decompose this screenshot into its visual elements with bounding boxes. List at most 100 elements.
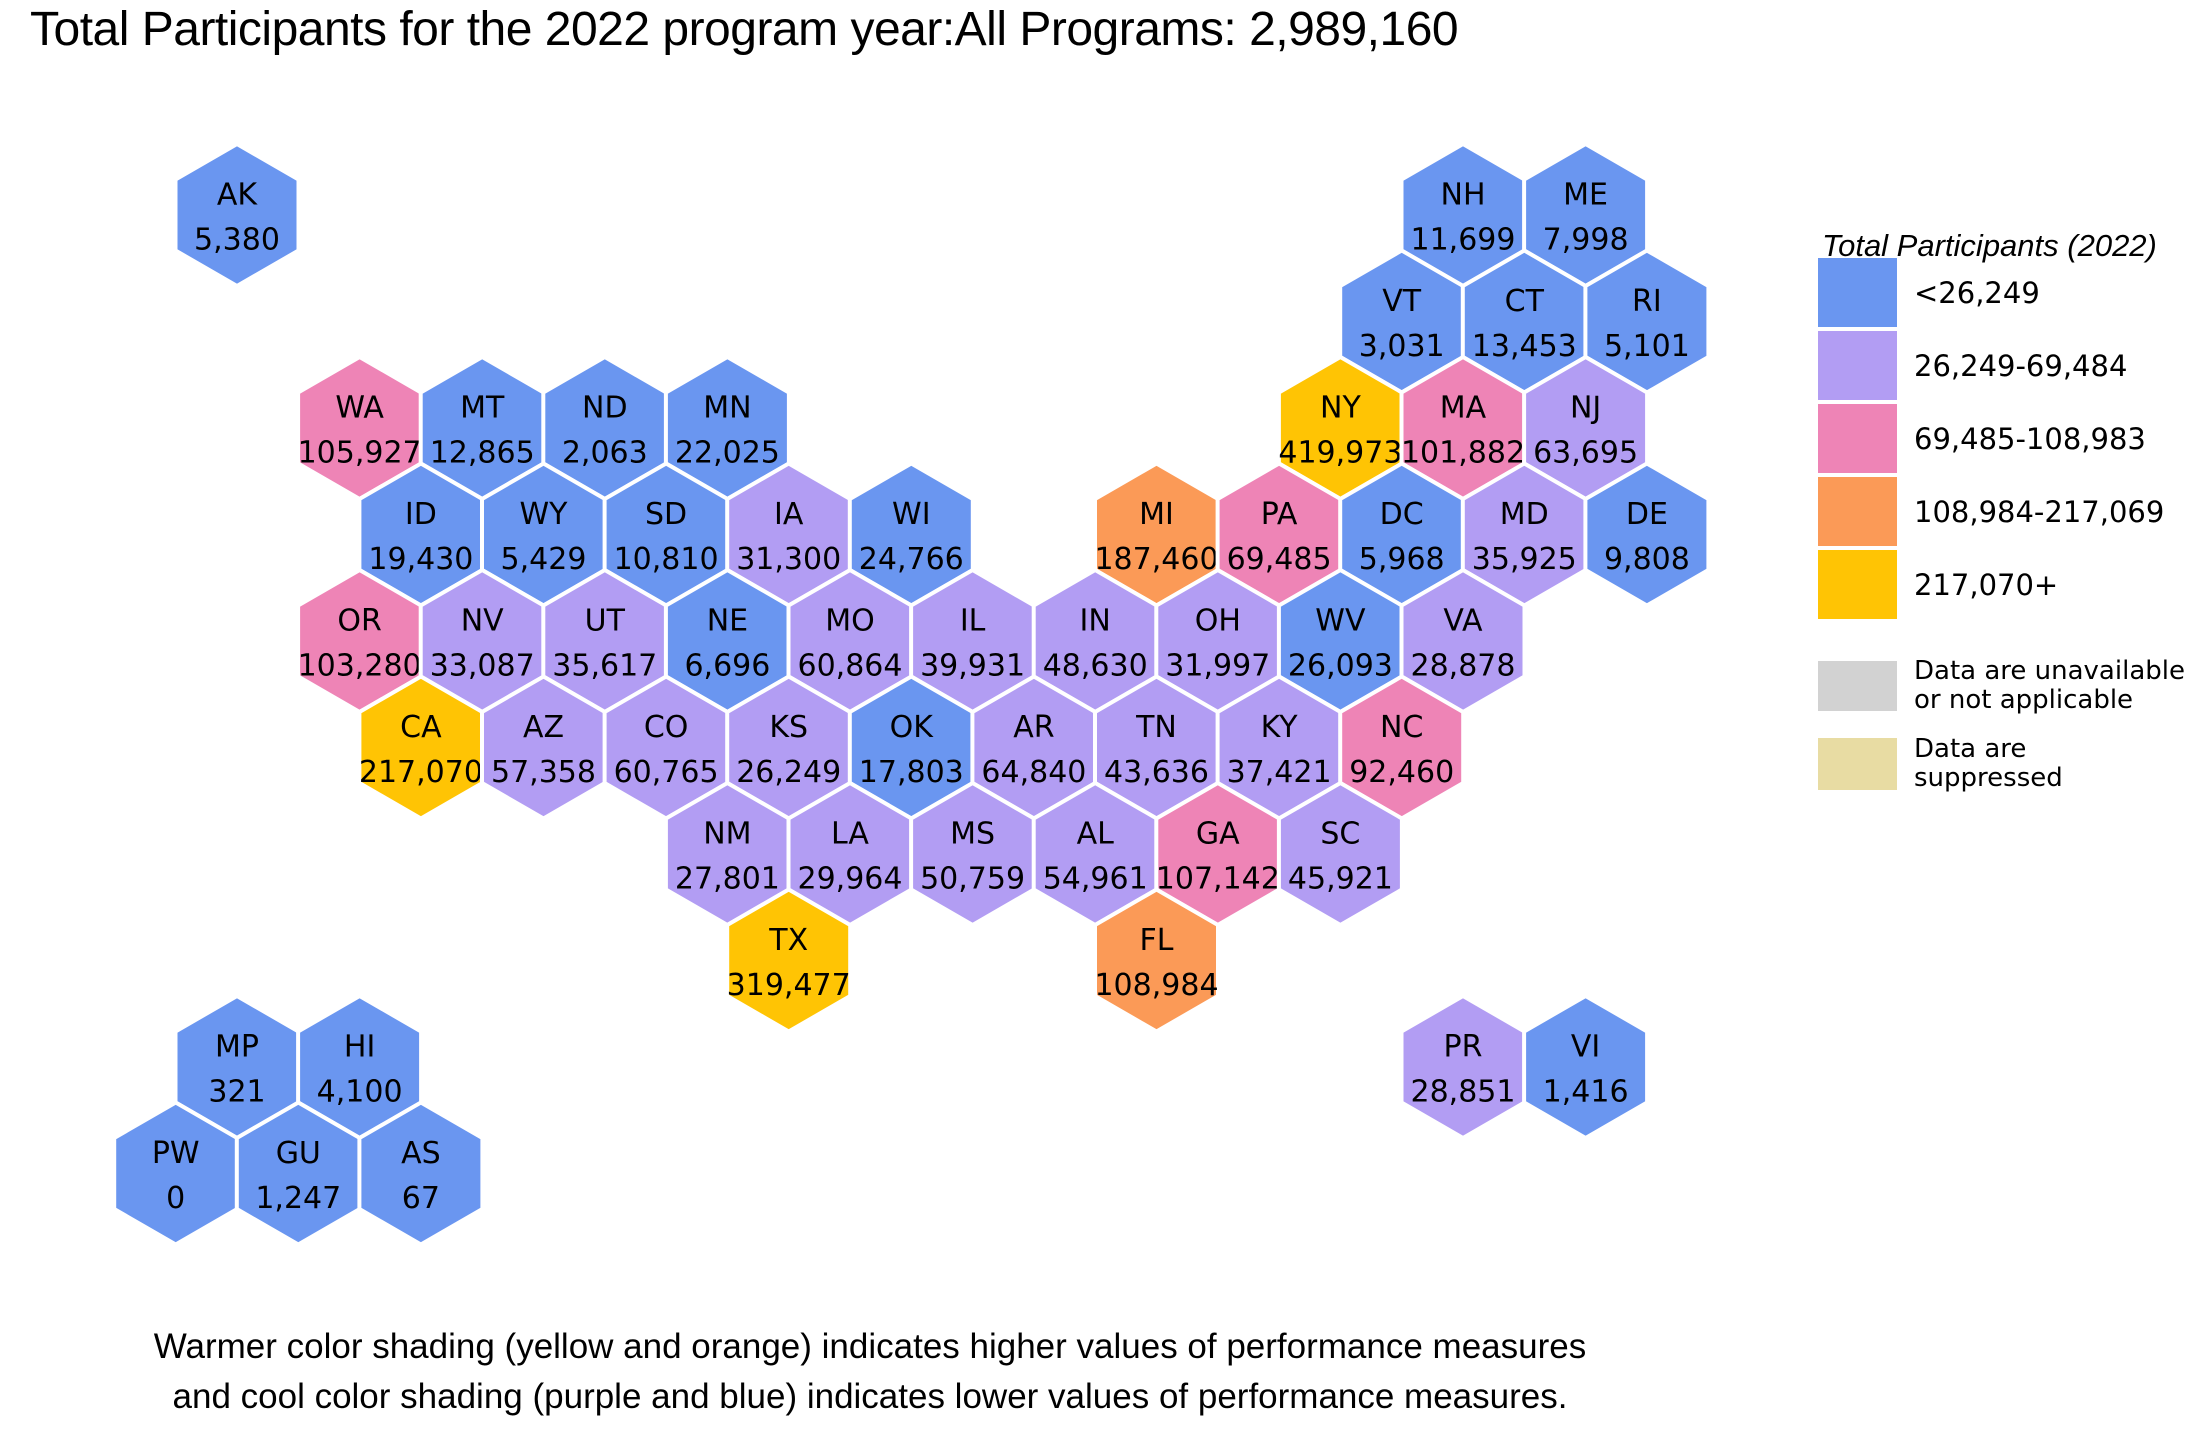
state-abbr-GU: GU: [276, 1136, 321, 1171]
state-abbr-AZ: AZ: [523, 710, 564, 745]
state-value-IA: 31,300: [736, 542, 841, 577]
state-value-MD: 35,925: [1472, 542, 1577, 577]
state-abbr-DC: DC: [1380, 497, 1424, 532]
state-value-IL: 39,931: [920, 649, 1025, 684]
legend-swatch-2: [1818, 404, 1897, 473]
state-value-NE: 6,696: [684, 649, 770, 684]
chart-title: Total Participants for the 2022 program …: [30, 3, 1459, 56]
state-value-WA: 105,927: [298, 436, 422, 471]
state-abbr-OR: OR: [337, 604, 381, 639]
state-abbr-NM: NM: [703, 817, 751, 852]
state-abbr-MP: MP: [215, 1030, 259, 1065]
state-value-PW: 0: [166, 1181, 185, 1216]
state-value-OR: 103,280: [298, 649, 422, 684]
state-value-CO: 60,765: [614, 755, 719, 790]
footnote: Warmer color shading (yellow and orange)…: [100, 1322, 1640, 1422]
state-value-NC: 92,460: [1349, 755, 1454, 790]
state-value-MS: 50,759: [920, 862, 1025, 897]
state-value-UT: 35,617: [552, 649, 657, 684]
state-abbr-DE: DE: [1626, 497, 1668, 532]
state-value-GA: 107,142: [1156, 862, 1280, 897]
state-hex-DE[interactable]: [1583, 461, 1711, 608]
state-abbr-CO: CO: [644, 710, 689, 745]
state-value-NY: 419,973: [1278, 436, 1402, 471]
legend-title: Total Participants (2022): [1822, 228, 2157, 263]
state-abbr-TN: TN: [1135, 710, 1177, 745]
state-value-AR: 64,840: [981, 755, 1086, 790]
state-abbr-MA: MA: [1440, 391, 1487, 426]
state-abbr-MD: MD: [1500, 497, 1549, 532]
state-abbr-OK: OK: [890, 710, 935, 745]
state-value-MO: 60,864: [798, 649, 903, 684]
state-abbr-KY: KY: [1261, 710, 1299, 745]
state-hex-VI[interactable]: [1522, 993, 1650, 1141]
state-value-WY: 5,429: [501, 542, 587, 577]
state-hex-SC[interactable]: [1276, 780, 1404, 928]
legend-swatch-note-1: [1818, 738, 1897, 790]
state-value-PR: 28,851: [1411, 1075, 1516, 1110]
state-abbr-OH: OH: [1195, 604, 1241, 639]
state-abbr-FL: FL: [1140, 923, 1174, 958]
state-hex-AK[interactable]: [173, 141, 301, 289]
state-value-AS: 67: [402, 1181, 440, 1216]
state-abbr-CT: CT: [1505, 284, 1545, 319]
state-abbr-NH: NH: [1441, 178, 1486, 213]
state-value-CA: 217,070: [359, 755, 483, 790]
state-value-MP: 321: [208, 1075, 265, 1110]
legend-swatch-1: [1818, 331, 1897, 400]
state-hex-PR[interactable]: [1399, 993, 1527, 1141]
state-abbr-HI: HI: [344, 1030, 375, 1065]
state-value-NJ: 63,695: [1533, 436, 1638, 471]
legend-label-2: 69,485-108,983: [1914, 421, 2146, 456]
state-abbr-MT: MT: [460, 391, 505, 426]
state-value-VA: 28,878: [1411, 649, 1516, 684]
legend-class-1: 26,249-69,484: [1818, 331, 2127, 400]
state-abbr-WV: WV: [1315, 604, 1366, 639]
legend-swatch-4: [1818, 550, 1897, 619]
state-value-KS: 26,249: [736, 755, 841, 790]
state-value-ND: 2,063: [562, 436, 648, 471]
state-abbr-KS: KS: [769, 710, 808, 745]
state-value-WV: 26,093: [1288, 649, 1393, 684]
state-hex-TX[interactable]: [725, 887, 853, 1034]
legend-label-note-0: Data are unavailable or not applicable: [1914, 656, 2185, 715]
state-value-AZ: 57,358: [491, 755, 596, 790]
legend-note-0: Data are unavailable or not applicable: [1818, 657, 2185, 715]
state-abbr-ID: ID: [405, 497, 437, 532]
state-abbr-MN: MN: [703, 391, 751, 426]
state-abbr-VI: VI: [1571, 1030, 1600, 1065]
state-value-OH: 31,997: [1165, 649, 1270, 684]
state-value-OK: 17,803: [859, 755, 964, 790]
state-abbr-LA: LA: [831, 817, 869, 852]
state-value-KY: 37,421: [1227, 755, 1332, 790]
state-abbr-NJ: NJ: [1570, 391, 1601, 426]
state-value-RI: 5,101: [1604, 329, 1690, 364]
state-value-VI: 1,416: [1543, 1075, 1629, 1110]
legend-label-4: 217,070+: [1914, 567, 2059, 602]
state-value-DC: 5,968: [1359, 542, 1445, 577]
state-abbr-ME: ME: [1563, 178, 1608, 213]
state-value-CT: 13,453: [1472, 329, 1577, 364]
state-abbr-IL: IL: [960, 604, 986, 639]
state-value-DE: 9,808: [1604, 542, 1690, 577]
state-value-HI: 4,100: [317, 1075, 403, 1110]
state-hex-AS[interactable]: [357, 1100, 485, 1247]
state-abbr-SC: SC: [1320, 817, 1360, 852]
state-value-TN: 43,636: [1104, 755, 1209, 790]
legend-swatch-note-0: [1818, 661, 1897, 711]
state-abbr-PW: PW: [152, 1136, 200, 1171]
legend-class-2: 69,485-108,983: [1818, 404, 2146, 473]
state-value-AL: 54,961: [1043, 862, 1148, 897]
state-hex-FL[interactable]: [1093, 887, 1220, 1034]
state-value-NH: 11,699: [1411, 223, 1516, 258]
state-abbr-NE: NE: [707, 604, 748, 639]
state-abbr-UT: UT: [585, 604, 626, 639]
state-abbr-VT: VT: [1382, 284, 1422, 319]
state-abbr-VA: VA: [1443, 604, 1483, 639]
legend-label-note-1: Data are suppressed: [1914, 734, 2063, 793]
state-value-ME: 7,998: [1543, 223, 1629, 258]
state-value-LA: 29,964: [798, 862, 903, 897]
state-value-GU: 1,247: [255, 1181, 341, 1216]
state-abbr-NV: NV: [461, 604, 504, 639]
state-abbr-MI: MI: [1139, 497, 1174, 532]
